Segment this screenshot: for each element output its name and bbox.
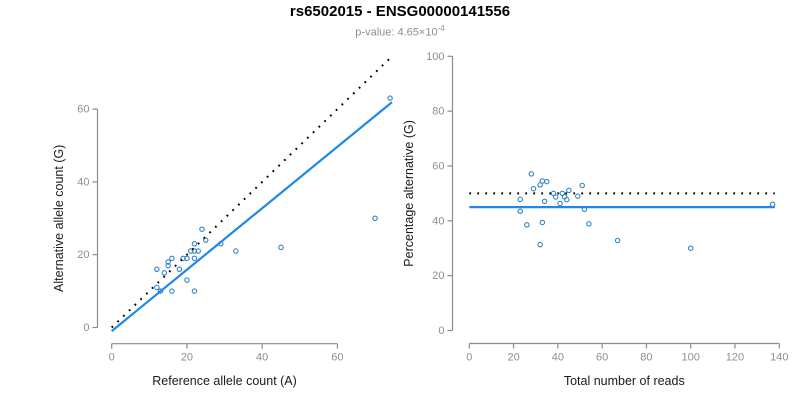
data-point xyxy=(530,185,537,192)
data-point xyxy=(184,255,190,262)
chart-panel-1: 0 20 40 60 Reference allele count (A) 0 20 40 60… xyxy=(52,57,393,388)
data-point xyxy=(539,219,546,226)
y-tick-label: 60 xyxy=(77,104,89,116)
x-tick-label: 20 xyxy=(181,352,193,364)
points-layer xyxy=(154,95,393,294)
data-point xyxy=(769,201,776,208)
data-point xyxy=(387,95,393,101)
data-point xyxy=(528,171,535,177)
data-point xyxy=(191,248,198,254)
y-tick-label: 80 xyxy=(432,106,444,118)
data-point xyxy=(537,241,543,248)
data-point xyxy=(541,198,548,205)
x-tick-label: 0 xyxy=(466,352,472,364)
data-point xyxy=(195,248,201,254)
data-point xyxy=(176,266,183,273)
x-tick-label: 40 xyxy=(552,352,564,364)
data-point xyxy=(614,237,621,244)
x-tick-label: 0 xyxy=(109,352,115,364)
data-point xyxy=(586,221,592,227)
data-point xyxy=(184,277,190,283)
y-tick-label: 0 xyxy=(438,325,444,337)
pvalue-subtitle: p-value: 4.65×10-4 xyxy=(0,24,800,39)
identity-line xyxy=(111,57,391,329)
data-point xyxy=(552,194,559,200)
data-point xyxy=(557,200,563,207)
x-axis-title: Reference allele count (A) xyxy=(152,374,297,388)
y-axis: 0 20 40 60 Alternative allele count (G) xyxy=(52,104,99,334)
data-point xyxy=(579,182,585,189)
data-point xyxy=(165,262,171,269)
y-tick-label: 40 xyxy=(77,176,89,188)
data-point xyxy=(154,284,160,291)
data-point xyxy=(524,222,530,228)
data-point xyxy=(180,255,186,262)
data-point xyxy=(575,193,581,199)
data-point xyxy=(566,187,572,194)
x-tick-label: 60 xyxy=(596,352,608,364)
data-point xyxy=(233,248,239,254)
data-point xyxy=(517,208,523,214)
data-point xyxy=(278,244,284,251)
data-point xyxy=(169,288,175,294)
y-tick-label: 100 xyxy=(426,51,444,63)
data-point xyxy=(517,196,523,203)
data-point xyxy=(203,237,209,243)
data-point xyxy=(544,178,550,185)
figure-title: rs6502015 - ENSG00000141556 xyxy=(289,3,511,20)
y-axis-title: Alternative allele count (G) xyxy=(52,145,66,292)
x-tick-label: 140 xyxy=(770,352,788,364)
x-tick-label: 120 xyxy=(726,352,744,364)
data-point xyxy=(161,270,168,276)
y-tick-label: 20 xyxy=(432,270,444,282)
data-point xyxy=(169,255,175,262)
data-point xyxy=(191,288,198,294)
x-tick-label: 60 xyxy=(331,352,343,364)
x-tick-label: 40 xyxy=(256,352,268,364)
data-point xyxy=(372,215,378,222)
data-point xyxy=(187,248,194,254)
y-tick-label: 20 xyxy=(77,249,89,261)
data-point xyxy=(154,266,160,273)
y-axis-title: Percentage alternative (G) xyxy=(402,120,416,267)
x-axis-title: Total number of reads xyxy=(564,374,685,388)
x-axis: 0 20 40 60 Reference allele count (A) xyxy=(109,343,344,388)
y-tick-label: 0 xyxy=(83,322,89,334)
x-tick-label: 20 xyxy=(507,352,519,364)
pvalue-text: p-value: 4.65×10 xyxy=(355,26,438,39)
data-point xyxy=(539,178,546,184)
points-layer xyxy=(517,171,776,251)
data-point xyxy=(687,245,694,251)
data-point xyxy=(199,226,205,232)
regression-line xyxy=(111,101,393,332)
y-axis: 0 20 40 60 80 100 Percentage alternative (G) xyxy=(402,51,454,337)
x-axis: 0 20 40 60 80 100 120 140 Total number of reads xyxy=(466,342,788,388)
x-tick-label: 80 xyxy=(640,352,652,364)
y-tick-label: 40 xyxy=(432,215,444,227)
data-point xyxy=(191,255,198,262)
x-tick-label: 100 xyxy=(682,352,700,364)
data-point xyxy=(537,182,543,188)
data-point xyxy=(563,196,570,203)
data-point xyxy=(157,288,164,294)
y-tick-label: 60 xyxy=(432,160,444,172)
data-point xyxy=(191,241,198,247)
data-point xyxy=(165,259,171,265)
pvalue-exponent: -4 xyxy=(437,24,445,33)
